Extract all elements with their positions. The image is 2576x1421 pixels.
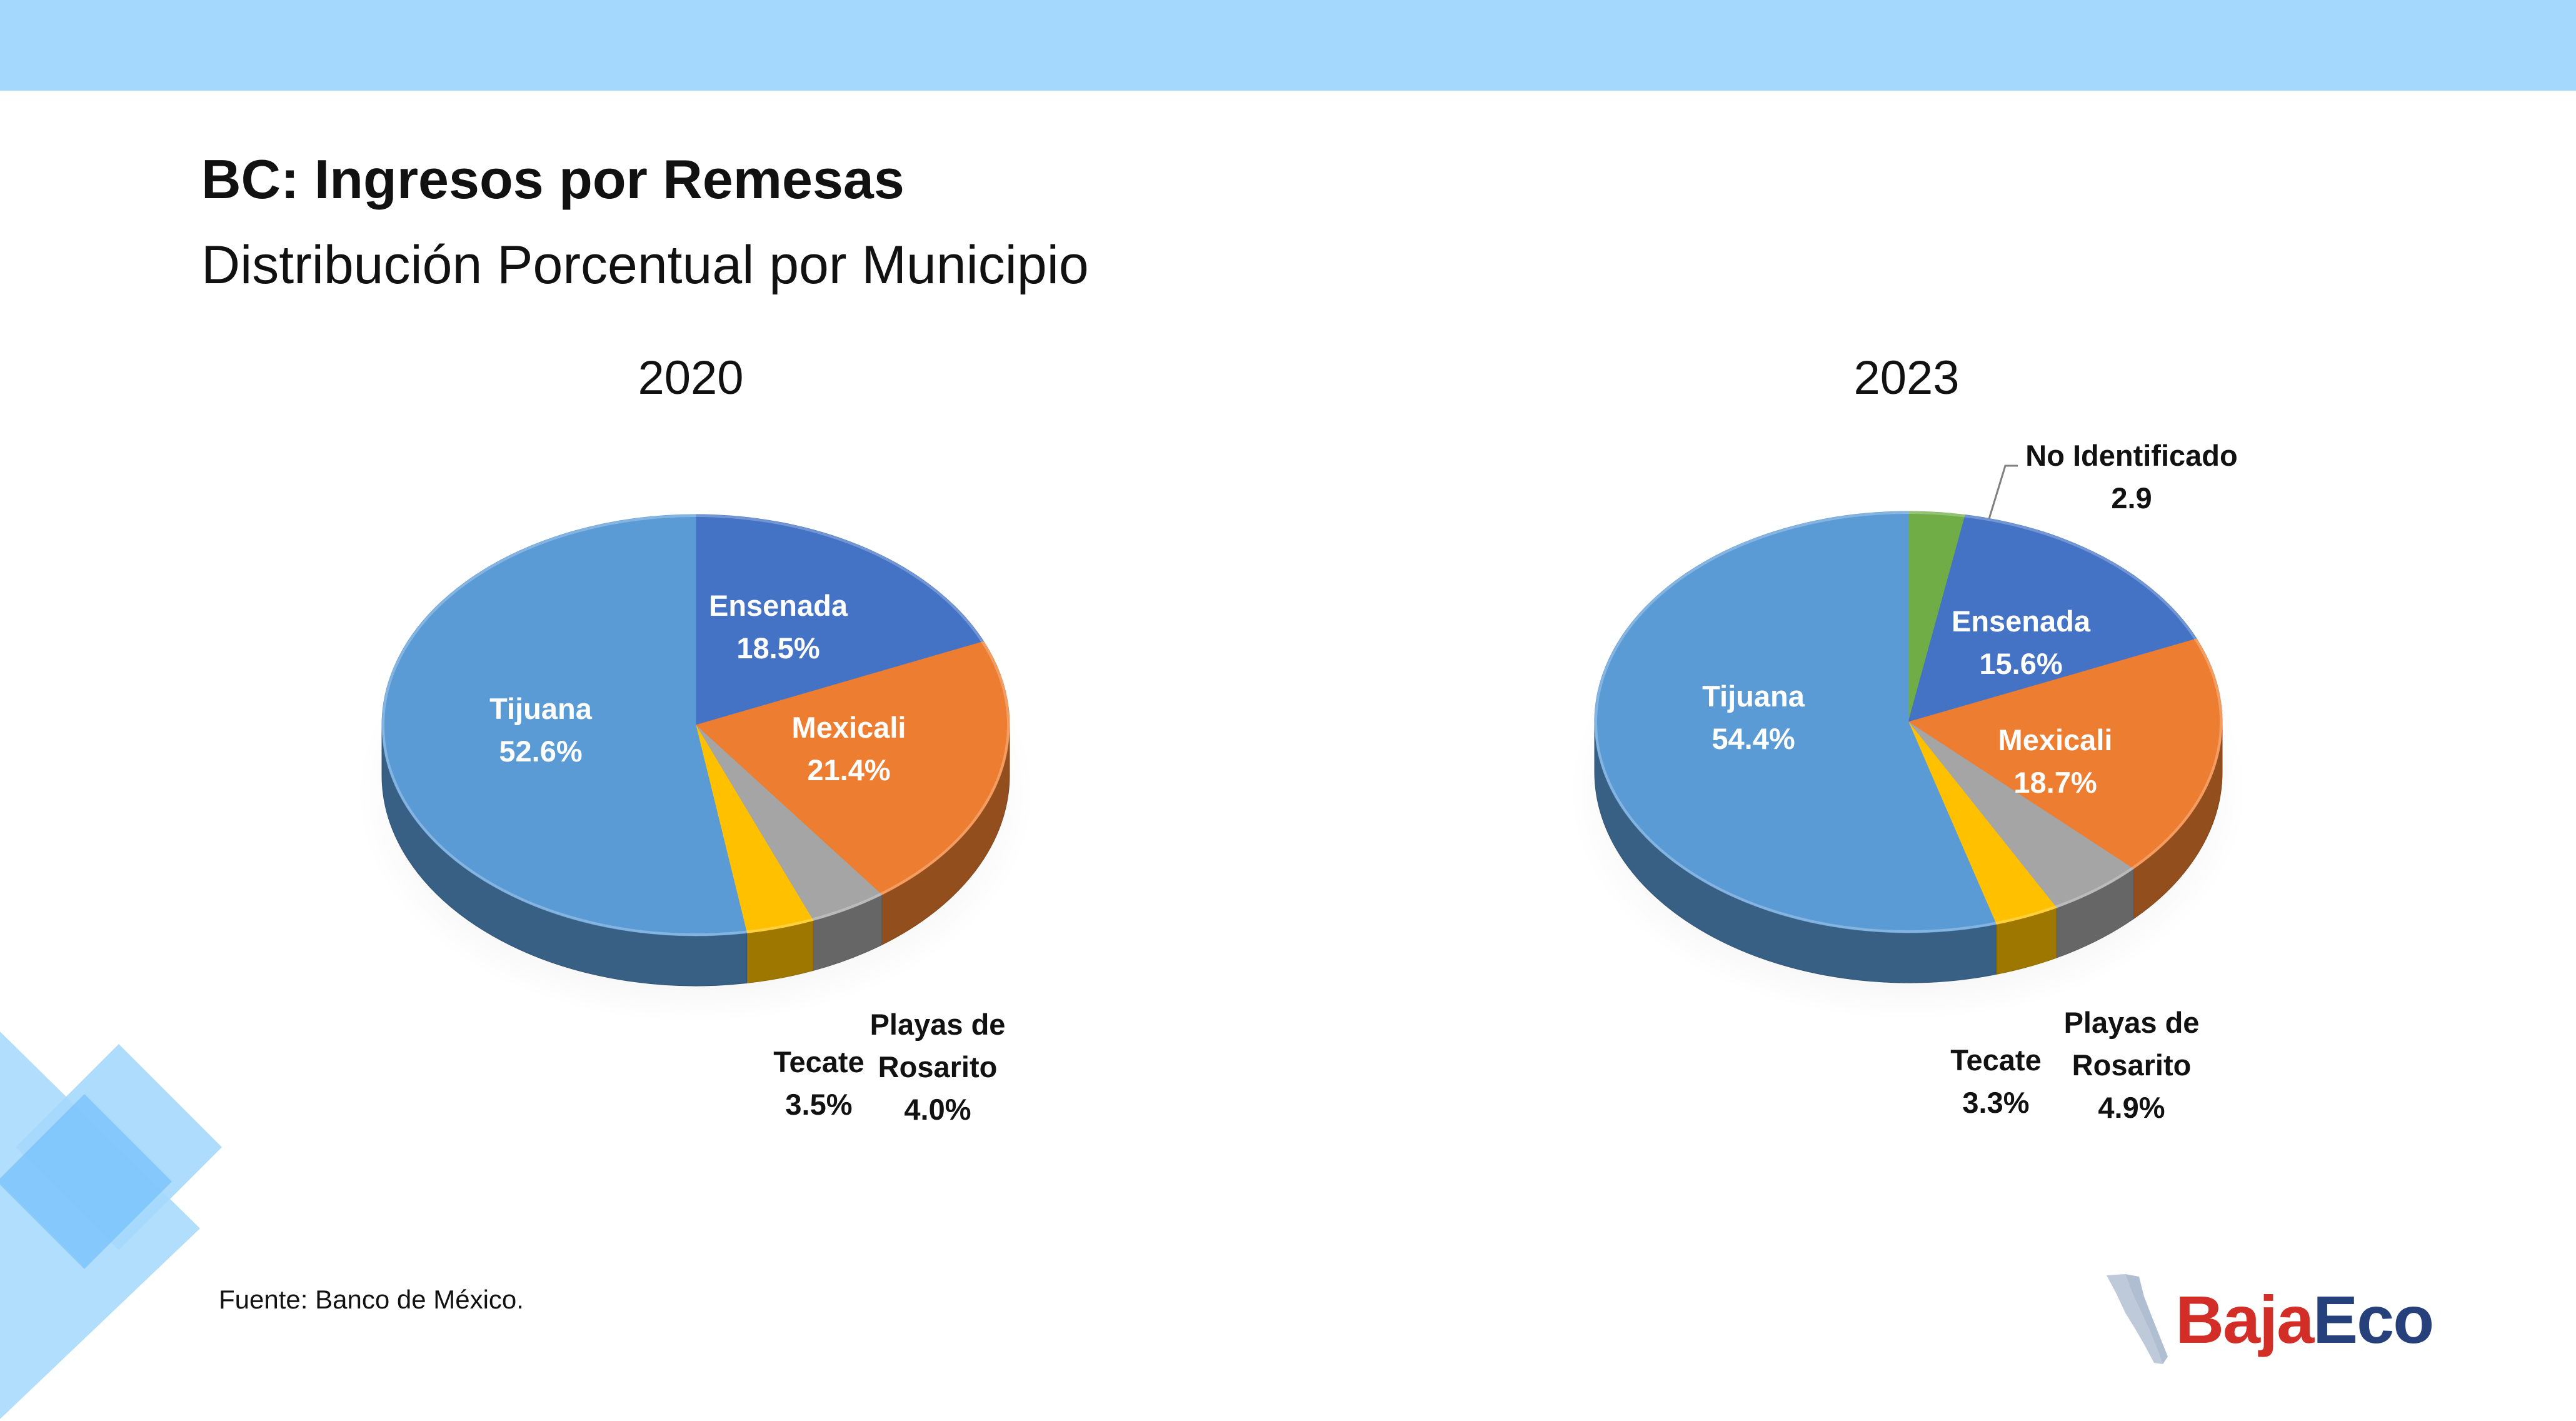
data-label-tecate: Tecate 3.3% bbox=[1950, 1043, 2041, 1119]
data-label-no-identificado: No Identificado 2.9 bbox=[2025, 439, 2237, 515]
top-band bbox=[0, 0, 2576, 91]
data-label-mexicali: Mexicali 18.7% bbox=[1998, 723, 2113, 799]
pie-rim bbox=[382, 515, 1010, 936]
logo-baja: Baja bbox=[2175, 1282, 2314, 1357]
page-subtitle: Distribución Porcentual por Municipio bbox=[201, 235, 1089, 295]
data-label-playas-de-rosarito: Playas de Rosarito 4.9% bbox=[2064, 1006, 2200, 1124]
logo-text: BajaEco bbox=[2175, 1280, 2434, 1358]
leader-line-no-identificado bbox=[1988, 464, 2018, 520]
pie-rim bbox=[1595, 511, 2222, 933]
data-label-mexicali: Mexicali 21.4% bbox=[792, 711, 906, 786]
logo-eco: Eco bbox=[2313, 1282, 2434, 1357]
pie-slice-mexicali bbox=[1907, 638, 2223, 870]
page-title: BC: Ingresos por Remesas bbox=[201, 148, 905, 210]
pie-slice-ensenada bbox=[1908, 515, 2197, 723]
pie-slice-tijuana bbox=[381, 514, 748, 936]
chart-title: 2023 bbox=[1853, 351, 1959, 404]
data-label-ensenada: Ensenada 18.5% bbox=[709, 589, 848, 665]
map-icon bbox=[2107, 1274, 2168, 1364]
pie-chart-2023: 2023 No Identificado 2.9 Ensenada 15.6% Mexic… bbox=[1570, 351, 2247, 1124]
pie-slice-mexicali bbox=[695, 641, 1010, 895]
bajaeco-logo: BajaEco bbox=[2100, 1269, 2450, 1369]
chart-title: 2020 bbox=[638, 351, 743, 404]
data-label-playas-de-rosarito: Playas de Rosarito 4.0% bbox=[870, 1008, 1006, 1126]
data-label-tijuana: Tijuana 54.4% bbox=[1702, 680, 1805, 755]
source-note: Fuente: Banco de México. bbox=[219, 1285, 524, 1314]
pie-slice-tijuana bbox=[1594, 511, 1997, 933]
pie-slice-playas-de-rosarito bbox=[1908, 721, 2134, 908]
pie-chart-2020: 2020 Ensenada 18.5% Mexicali 21.4% Playas de R… bbox=[357, 351, 1035, 1126]
data-label-tijuana: Tijuana 52.6% bbox=[489, 692, 593, 768]
data-label-tecate: Tecate 3.5% bbox=[773, 1045, 864, 1121]
data-label-ensenada: Ensenada 15.6% bbox=[1952, 605, 2091, 680]
decorative-diamonds bbox=[0, 1032, 222, 1419]
pie-slice-ensenada bbox=[695, 514, 985, 726]
